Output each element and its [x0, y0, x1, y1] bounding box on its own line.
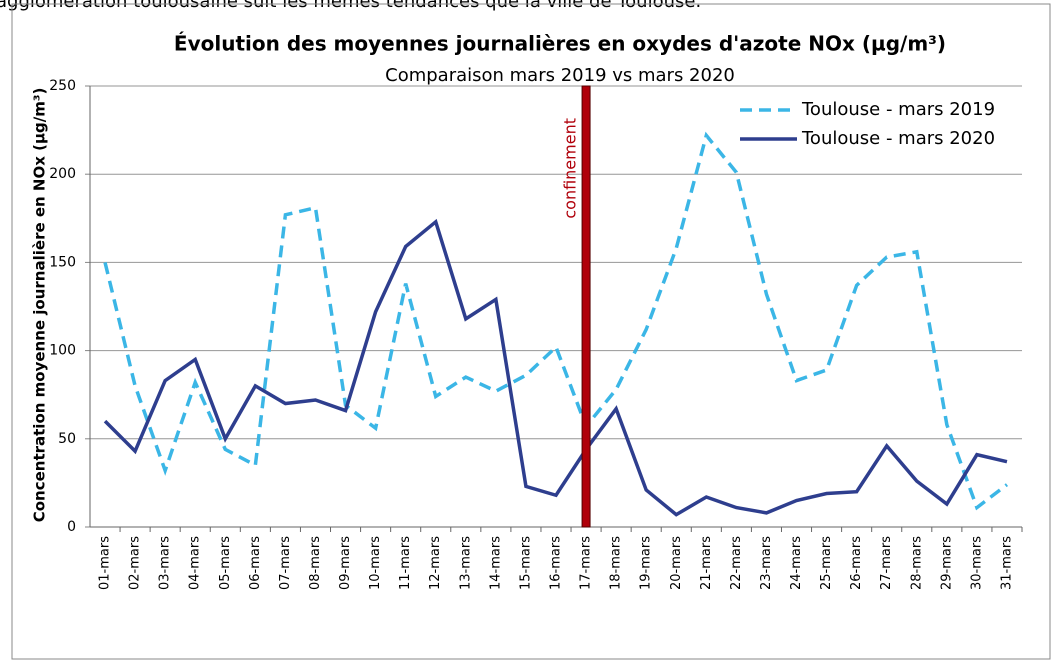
x-tick-label: 11-mars [398, 536, 413, 590]
series-line [103, 218, 1008, 517]
y-tick-label: 0 [67, 519, 76, 535]
y-tick-label: 50 [58, 431, 76, 447]
x-tick-label: 01-mars [98, 536, 113, 590]
x-tick-label: 13-mars [458, 536, 473, 590]
x-tick-label: 18-mars [609, 536, 624, 590]
y-tick-label: 150 [49, 254, 76, 270]
x-tick-label: 26-mars [849, 536, 864, 590]
y-tick-label: 250 [49, 78, 76, 94]
x-tick-label: 23-mars [759, 536, 774, 590]
chart-subtitle: Comparaison mars 2019 vs mars 2020 [385, 65, 735, 86]
x-tick-label: 08-mars [308, 536, 323, 590]
x-tick-label: 24-mars [789, 536, 804, 590]
x-tick-label: 05-mars [218, 536, 233, 590]
y-tick-label: 200 [49, 166, 76, 182]
x-tick-label: 04-mars [188, 536, 203, 590]
x-tick-label: 12-mars [428, 536, 443, 590]
x-tick-label: 06-mars [248, 536, 263, 590]
x-tick-label: 07-mars [278, 536, 293, 590]
legend-label: Toulouse - mars 2019 [801, 99, 995, 120]
x-tick-label: 27-mars [879, 536, 894, 590]
x-tick-label: 21-mars [699, 536, 714, 590]
series-line [103, 131, 1009, 511]
x-tick-label: 17-mars [579, 536, 594, 590]
x-tick-label: 19-mars [639, 536, 654, 590]
x-tick-label: 30-mars [969, 536, 984, 590]
legend-label: Toulouse - mars 2020 [801, 128, 995, 149]
x-tick-label: 16-mars [549, 536, 564, 590]
header-text: agglomération toulousaine suit les mêmes… [0, 0, 701, 12]
x-tick-label: 31-mars [999, 536, 1014, 590]
annotation-label: confinement [561, 118, 580, 219]
x-tick-label: 15-mars [518, 536, 533, 590]
chart-frame [11, 3, 1051, 660]
x-tick-label: 25-mars [819, 536, 834, 590]
x-tick-label: 14-mars [488, 536, 503, 590]
x-tick-label: 10-mars [368, 536, 383, 590]
confinement-line [581, 85, 591, 528]
x-tick-label: 20-mars [669, 536, 684, 590]
x-tick-label: 29-mars [939, 536, 954, 590]
x-tick-label: 09-mars [338, 536, 353, 590]
x-tick-label: 28-mars [909, 536, 924, 590]
y-axis-title: Concentration moyenne journalière en NOx… [31, 88, 49, 523]
x-tick-label: 03-mars [158, 536, 173, 590]
y-tick-label: 100 [49, 343, 76, 359]
chart-title: Évolution des moyennes journalières en o… [174, 32, 946, 56]
x-tick-label: 22-mars [729, 536, 744, 590]
x-tick-label: 02-mars [128, 536, 143, 590]
